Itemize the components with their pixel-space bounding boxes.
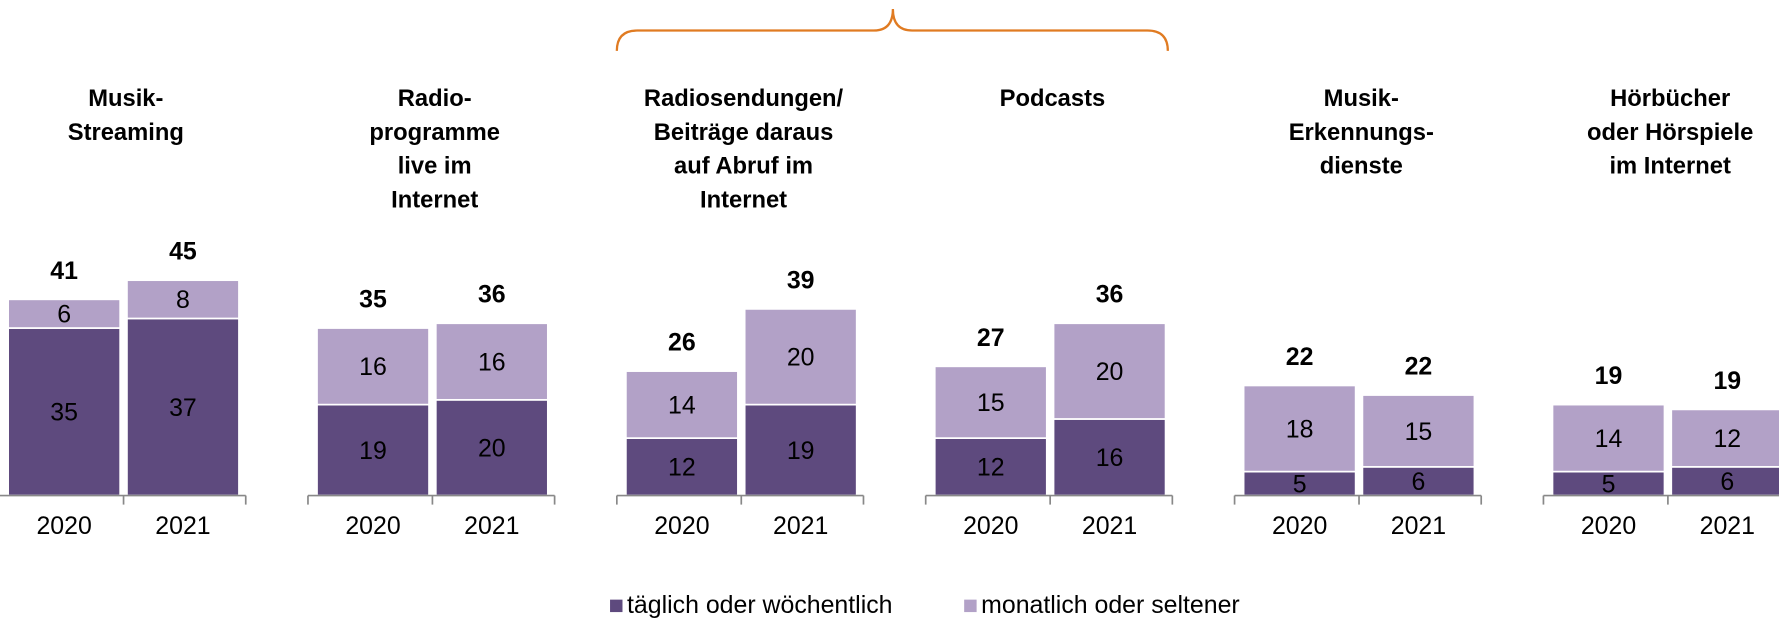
group-title: live im	[398, 153, 472, 180]
group-title: Beiträge daraus	[654, 119, 834, 146]
x-tick-label: 2020	[1581, 512, 1636, 540]
bar-segment	[1361, 394, 1476, 468]
total-label: 35	[359, 285, 387, 313]
bar-segment	[1052, 418, 1167, 497]
total-label: 36	[478, 281, 506, 309]
bar-segment	[933, 437, 1048, 497]
value-label: 12	[1713, 425, 1741, 453]
x-tick-label: 2021	[1391, 512, 1446, 540]
bar-segment	[434, 398, 549, 497]
value-label: 20	[478, 435, 506, 463]
bar-segment	[7, 327, 122, 497]
x-tick-label: 2020	[963, 512, 1018, 540]
value-label: 35	[50, 399, 78, 427]
value-label: 14	[668, 391, 696, 419]
bar-segment	[434, 322, 549, 401]
group-title: Musik-	[1324, 85, 1399, 112]
bar-segment	[7, 298, 122, 329]
group-title: dienste	[1320, 153, 1403, 180]
x-tick-label: 2020	[345, 512, 400, 540]
value-label: 19	[787, 437, 815, 465]
legend-label: täglich oder wöchentlich	[627, 591, 893, 619]
total-label: 19	[1595, 362, 1623, 390]
total-label: 22	[1405, 352, 1433, 380]
value-label: 5	[1602, 470, 1616, 498]
value-label: 6	[1720, 468, 1734, 496]
group-title: programme	[369, 119, 500, 146]
value-label: 12	[977, 454, 1005, 482]
group-title: Internet	[391, 187, 478, 214]
group-title: Erkennungs-	[1289, 119, 1434, 146]
group-title: Podcasts	[1000, 85, 1106, 112]
total-label: 19	[1713, 367, 1741, 395]
bar-segment	[625, 370, 739, 439]
legend-label: monatlich oder seltener	[981, 591, 1240, 619]
bar-segment	[1242, 384, 1357, 473]
total-label: 26	[668, 329, 696, 357]
value-label: 8	[176, 286, 190, 314]
value-label: 14	[1595, 425, 1623, 453]
value-label: 15	[977, 389, 1005, 417]
group-title: Radiosendungen/	[644, 85, 844, 112]
x-tick-label: 2020	[36, 512, 91, 540]
value-label: 20	[1096, 358, 1124, 386]
value-label: 6	[57, 301, 71, 329]
total-label: 36	[1096, 281, 1124, 309]
bar-segment	[1551, 403, 1666, 473]
value-label: 37	[169, 394, 197, 422]
value-label: 15	[1405, 418, 1433, 446]
bar-segment	[933, 365, 1048, 439]
bar-segment	[316, 327, 430, 406]
x-tick-label: 2020	[1272, 512, 1327, 540]
total-label: 45	[169, 238, 197, 266]
value-label: 12	[668, 454, 696, 482]
group-title: Internet	[700, 187, 787, 214]
bracket	[615, 9, 1169, 51]
x-tick-label: 2021	[1082, 512, 1137, 540]
bar-segment	[126, 279, 240, 320]
group-title: im Internet	[1609, 153, 1730, 180]
total-label: 27	[977, 324, 1005, 352]
group-title: Radio-	[398, 85, 472, 112]
legend-swatch	[610, 599, 623, 613]
x-tick-label: 2021	[1700, 512, 1755, 540]
value-label: 18	[1286, 415, 1314, 443]
group-title: Hörbücher	[1610, 85, 1730, 112]
value-label: 20	[787, 344, 815, 372]
legend-swatch	[964, 599, 977, 613]
value-label: 19	[359, 437, 387, 465]
x-tick-label: 2020	[654, 512, 709, 540]
value-label: 16	[478, 348, 506, 376]
bar-segment	[1052, 322, 1167, 420]
value-label: 6	[1412, 468, 1426, 496]
total-label: 39	[787, 266, 815, 294]
bar-segment	[743, 308, 858, 406]
group-title: Musik-	[88, 85, 163, 112]
bar-segment	[743, 403, 858, 497]
total-label: 22	[1286, 343, 1314, 371]
value-label: 5	[1293, 470, 1307, 498]
value-label: 16	[359, 353, 387, 381]
bar-segment	[1670, 408, 1779, 468]
value-label: 16	[1096, 444, 1124, 472]
total-label: 41	[50, 257, 78, 285]
group-title: oder Hörspiele	[1587, 119, 1753, 146]
x-tick-label: 2021	[773, 512, 828, 540]
x-tick-label: 2021	[155, 512, 210, 540]
group-title: auf Abruf im	[674, 153, 813, 180]
group-title: Streaming	[68, 119, 184, 146]
x-tick-label: 2021	[464, 512, 519, 540]
